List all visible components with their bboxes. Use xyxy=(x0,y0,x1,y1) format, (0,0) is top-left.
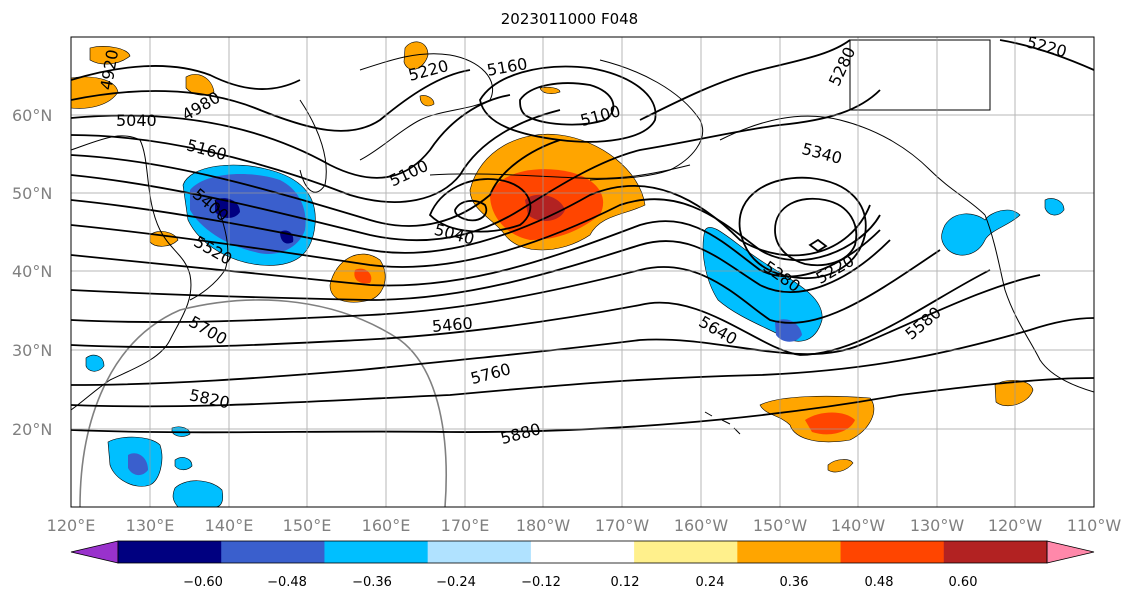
lon-label: 130°E xyxy=(126,516,175,535)
lon-label: 180°W xyxy=(516,516,571,535)
colorbar-extend-high xyxy=(1046,540,1095,564)
colorbar-frame xyxy=(117,540,1048,564)
contour-label: 5040 xyxy=(116,111,157,130)
lon-label: 140°W xyxy=(831,516,886,535)
colorbar-cell xyxy=(530,541,635,563)
colorbar: −0.60 −0.48 −0.36 −0.24 −0.12 0.12 0.24 … xyxy=(70,540,1095,590)
plot-area xyxy=(71,37,1094,507)
lon-label: 170°W xyxy=(595,516,650,535)
shade-orange-region xyxy=(89,46,131,65)
lon-label: 170°E xyxy=(441,516,490,535)
contour-line xyxy=(71,65,301,90)
colorbar-tick: −0.24 xyxy=(436,575,476,590)
shade-orange-region xyxy=(539,86,561,94)
contour-line xyxy=(808,238,828,253)
lon-label: 150°E xyxy=(283,516,332,535)
lat-label: 30°N xyxy=(12,341,52,360)
lon-label: 160°W xyxy=(674,516,729,535)
contour-line xyxy=(71,109,561,203)
contour-line xyxy=(774,197,858,267)
contour-line xyxy=(479,65,657,143)
shade-orange-region xyxy=(403,41,429,70)
shade-orange-region xyxy=(994,380,1034,406)
shade-orange-region xyxy=(185,74,215,96)
colorbar-cell xyxy=(634,541,738,563)
contour-line xyxy=(71,139,561,227)
latitude-labels: 60°N 50°N 40°N 30°N 20°N xyxy=(12,106,52,439)
shade-cyan-region xyxy=(941,209,1021,256)
shade-red-region xyxy=(354,268,372,284)
shade-blue-region xyxy=(190,174,306,254)
contour-line xyxy=(71,274,1041,386)
lon-label: 110°W xyxy=(1067,516,1122,535)
colorbar-cell xyxy=(737,541,842,563)
shade-blue-region xyxy=(128,453,148,476)
colorbar-cells xyxy=(118,541,1048,563)
contour-line xyxy=(71,249,941,324)
shade-cyan-region xyxy=(85,354,105,372)
shade-cyan-region xyxy=(702,227,823,342)
colorbar-tick: −0.48 xyxy=(267,575,307,590)
plot-frame xyxy=(70,36,1095,508)
lat-label: 60°N xyxy=(12,106,52,125)
shade-cyan-region xyxy=(1044,198,1065,216)
colorbar-tick: 0.12 xyxy=(611,575,640,590)
colorbar-cell xyxy=(427,541,532,563)
contour-line xyxy=(428,178,532,233)
colorbar-cell xyxy=(324,541,429,563)
colorbar-cell xyxy=(943,541,1048,563)
contour-line xyxy=(738,176,867,279)
shaded-negative-anomalies xyxy=(85,164,1065,507)
contour-line xyxy=(639,39,851,121)
contour-line xyxy=(71,94,511,179)
lat-label: 50°N xyxy=(12,184,52,203)
shade-cyan-region xyxy=(174,457,193,471)
lat-label: 40°N xyxy=(12,262,52,281)
contour-line xyxy=(71,198,881,268)
shade-blue-region xyxy=(775,319,802,342)
shade-yellow-region xyxy=(419,95,435,107)
colorbar-ticks: −0.60 −0.48 −0.36 −0.24 −0.12 0.12 0.24 … xyxy=(183,575,977,590)
map-title: 2023011000 F048 xyxy=(500,10,639,28)
colorbar-tick: −0.12 xyxy=(521,575,561,590)
contour-line xyxy=(519,82,615,126)
lon-label: 120°W xyxy=(988,516,1043,535)
distance-circle xyxy=(79,299,447,507)
graticule xyxy=(71,37,1094,507)
lon-label: 130°W xyxy=(910,516,965,535)
coast-bc-box xyxy=(849,39,991,111)
colorbar-cell xyxy=(840,541,945,563)
colorbar-extend-low xyxy=(70,540,119,564)
contour-line xyxy=(71,239,891,301)
longitude-labels: 120°E 130°E 140°E 150°E 160°E 170°E 180°… xyxy=(47,516,1122,535)
coast-aleutians xyxy=(429,164,691,179)
colorbar-tick: −0.36 xyxy=(352,575,392,590)
contour-line xyxy=(71,69,471,132)
shade-navy-region xyxy=(215,198,294,244)
colorbar-tick: 0.24 xyxy=(696,575,725,590)
colorbar-tick: −0.60 xyxy=(183,575,223,590)
colorbar-cell xyxy=(118,541,222,563)
lon-label: 160°E xyxy=(362,516,411,535)
colorbar-tick: 0.60 xyxy=(949,575,978,590)
coast-alaska xyxy=(589,59,986,216)
lon-label: 140°E xyxy=(205,516,254,535)
contour-line xyxy=(71,269,991,356)
shade-cyan-region xyxy=(172,480,224,507)
colorbar-tick: 0.48 xyxy=(865,575,894,590)
lon-label: 150°W xyxy=(753,516,808,535)
contour-line xyxy=(71,185,871,257)
height-contours xyxy=(71,39,1094,434)
colorbar-cell xyxy=(221,541,325,563)
contour-line xyxy=(454,199,488,222)
lon-label: 120°E xyxy=(47,516,96,535)
contour-line xyxy=(999,39,1094,71)
contour-label: 5460 xyxy=(431,313,473,335)
colorbar-tick: 0.36 xyxy=(780,575,809,590)
lat-label: 20°N xyxy=(12,420,52,439)
contour-line xyxy=(71,377,1094,434)
contour-line xyxy=(71,317,1094,408)
shade-orange-region xyxy=(827,459,854,473)
